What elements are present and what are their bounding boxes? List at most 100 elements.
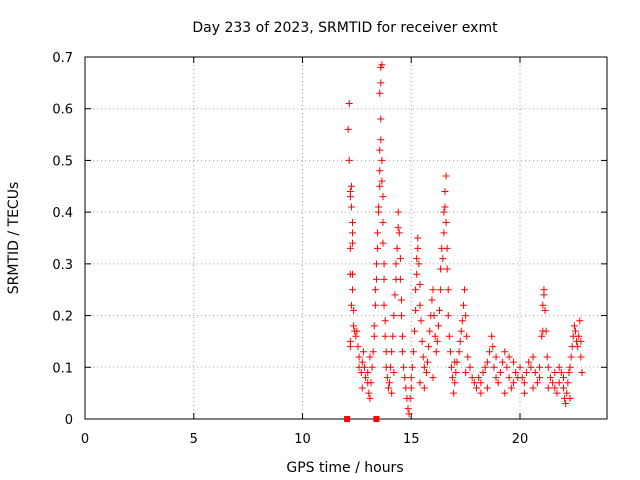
data-point — [387, 363, 395, 371]
y-tick-label: 0.6 — [52, 103, 73, 118]
data-point — [549, 379, 557, 387]
data-point — [349, 286, 357, 294]
data-point — [353, 327, 361, 335]
data-point — [509, 358, 517, 366]
data-point — [418, 337, 426, 345]
data-point — [414, 244, 422, 252]
data-point — [370, 332, 378, 340]
data-point — [555, 363, 563, 371]
data-point — [437, 265, 445, 273]
data-point — [441, 187, 449, 195]
data-point — [563, 389, 571, 397]
data-point — [531, 368, 539, 376]
data-point — [380, 275, 388, 283]
data-point — [388, 348, 396, 356]
y-tick-label: 0.5 — [52, 154, 73, 169]
data-point — [444, 286, 452, 294]
data-point — [444, 312, 452, 320]
data-point — [345, 100, 353, 108]
data-point — [378, 177, 386, 185]
data-point — [394, 208, 402, 216]
data-point — [543, 353, 551, 361]
data-point — [442, 172, 450, 180]
data-point — [475, 374, 483, 382]
data-point — [464, 353, 472, 361]
data-point — [557, 368, 565, 376]
data-point — [501, 389, 509, 397]
data-point — [416, 301, 424, 309]
data-point — [350, 322, 358, 330]
data-point — [352, 332, 360, 340]
y-tick-label: 0.1 — [52, 361, 73, 376]
data-point — [505, 374, 513, 382]
data-point — [344, 125, 352, 133]
data-point — [425, 343, 433, 351]
data-point — [401, 374, 409, 382]
data-point — [488, 332, 496, 340]
data-point — [578, 368, 586, 376]
data-point — [574, 343, 582, 351]
data-point — [455, 348, 463, 356]
data-point — [399, 332, 407, 340]
data-point — [431, 332, 439, 340]
data-point — [529, 384, 537, 392]
data-point — [372, 275, 380, 283]
data-point — [365, 389, 373, 397]
x-tick-label: 5 — [190, 432, 198, 447]
data-point — [389, 332, 397, 340]
data-point — [489, 343, 497, 351]
data-point — [540, 286, 548, 294]
data-point — [378, 156, 386, 164]
data-points — [344, 61, 586, 422]
data-point — [409, 348, 417, 356]
data-point — [378, 61, 386, 69]
data-point — [383, 374, 391, 382]
data-point — [492, 374, 500, 382]
data-point — [529, 353, 537, 361]
data-point — [400, 363, 408, 371]
data-point — [566, 363, 574, 371]
data-point — [527, 363, 535, 371]
data-point — [544, 384, 552, 392]
data-point — [441, 203, 449, 211]
data-point — [450, 389, 458, 397]
data-point — [525, 358, 533, 366]
data-point — [424, 358, 432, 366]
data-point — [346, 343, 354, 351]
chart-title: Day 233 of 2023, SRMTID for receiver exm… — [192, 20, 498, 36]
data-point — [358, 358, 366, 366]
y-axis-label: SRMTID / TECUs — [6, 182, 22, 295]
data-point — [536, 363, 544, 371]
x-tick-label: 20 — [512, 432, 529, 447]
data-point — [577, 337, 585, 345]
data-point — [422, 368, 430, 376]
data-point — [404, 405, 412, 413]
data-point — [397, 296, 405, 304]
data-point — [443, 244, 451, 252]
data-point — [516, 363, 524, 371]
y-tick-label: 0.2 — [52, 310, 73, 325]
data-point — [446, 348, 454, 356]
data-point — [347, 182, 355, 190]
data-point — [392, 260, 400, 268]
data-point — [429, 286, 437, 294]
data-point — [355, 353, 363, 361]
data-point — [439, 255, 447, 263]
x-axis-ticks: 0 5 10 15 20 — [81, 57, 528, 447]
data-point — [413, 270, 421, 278]
data-point — [391, 291, 399, 299]
data-point — [380, 260, 388, 268]
data-point — [406, 394, 414, 402]
data-point — [349, 270, 357, 278]
data-point — [560, 374, 567, 382]
data-point — [503, 363, 511, 371]
data-point — [347, 301, 355, 309]
data-point — [570, 322, 578, 330]
data-point — [375, 203, 383, 211]
data-point — [408, 363, 416, 371]
data-point — [457, 327, 465, 335]
data-point — [362, 374, 370, 382]
data-point — [477, 389, 485, 397]
data-point-square — [344, 416, 351, 422]
data-point — [555, 379, 563, 387]
